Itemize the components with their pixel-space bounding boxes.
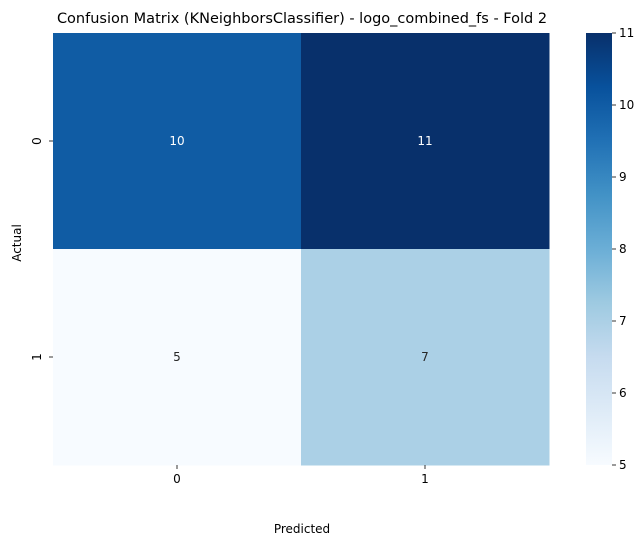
x-tick-label: 1 bbox=[421, 472, 429, 486]
heatmap-cell-labels: 10 11 5 7 bbox=[169, 134, 432, 364]
colorbar-tick-label: 9 bbox=[619, 170, 627, 184]
cell-label-0-1: 11 bbox=[417, 134, 432, 148]
heatmap-cell-0-0 bbox=[53, 33, 302, 250]
x-tick-label: 0 bbox=[173, 472, 181, 486]
x-axis-label: Predicted bbox=[274, 522, 330, 536]
colorbar-tick-label: 7 bbox=[619, 314, 627, 328]
colorbar-tick-label: 10 bbox=[619, 98, 634, 112]
colorbar-tick-label: 5 bbox=[619, 458, 627, 472]
y-tick-label: 1 bbox=[30, 353, 44, 361]
colorbar-tick-label: 11 bbox=[619, 26, 634, 40]
cell-label-1-0: 5 bbox=[173, 350, 181, 364]
y-axis-label: Actual bbox=[10, 224, 24, 262]
heatmap-cell-0-1 bbox=[301, 33, 550, 250]
colorbar-tick-label: 6 bbox=[619, 386, 627, 400]
cell-label-1-1: 7 bbox=[421, 350, 429, 364]
heatmap-cell-1-1 bbox=[301, 249, 550, 466]
colorbar bbox=[586, 33, 612, 465]
y-tick-label: 0 bbox=[30, 137, 44, 145]
heatmap-cells bbox=[53, 33, 550, 466]
colorbar-ticks: 5 6 7 8 9 10 11 bbox=[612, 26, 634, 472]
colorbar-tick-label: 8 bbox=[619, 242, 627, 256]
heatmap-cell-1-0 bbox=[53, 249, 302, 466]
chart-title: Confusion Matrix (KNeighborsClassifier) … bbox=[57, 11, 547, 27]
cell-label-0-0: 10 bbox=[169, 134, 184, 148]
y-axis: 01 bbox=[30, 137, 53, 361]
